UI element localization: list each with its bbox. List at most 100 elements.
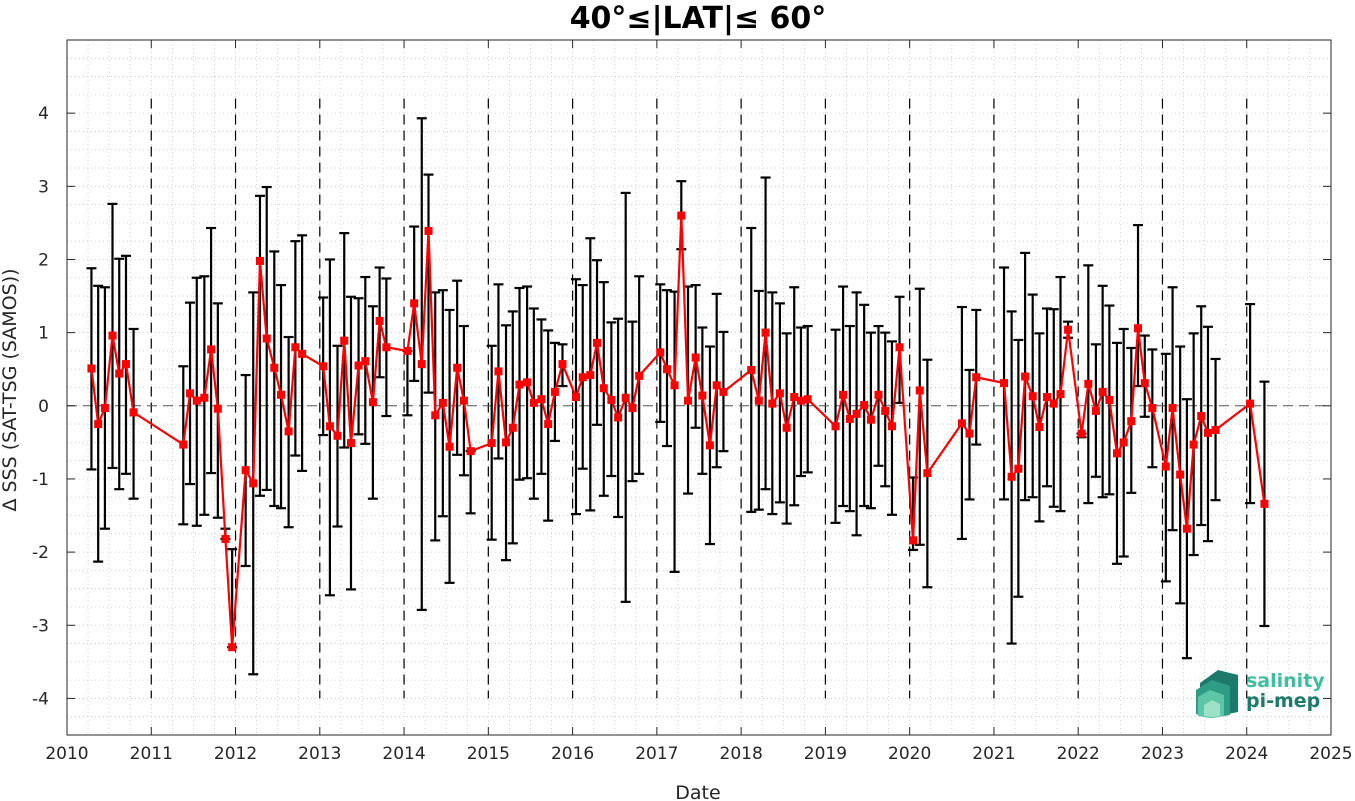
data-point — [1098, 387, 1107, 396]
data-point — [382, 343, 391, 352]
data-point — [1203, 428, 1212, 437]
x-tick-label: 2017 — [635, 744, 678, 764]
data-point — [831, 422, 840, 431]
year-separators — [150, 98, 1248, 699]
data-point — [1260, 499, 1269, 508]
data-point — [115, 369, 124, 378]
y-tick-label: 3 — [38, 177, 49, 197]
data-point — [270, 363, 279, 372]
data-point — [502, 438, 511, 447]
salinity-pi-mep-logo: salinity pi-mep — [1196, 670, 1325, 718]
data-point — [628, 403, 637, 412]
y-tick-label: 2 — [38, 250, 49, 270]
data-point — [445, 442, 454, 451]
data-point — [923, 469, 932, 478]
data-point — [333, 431, 342, 440]
data-point — [221, 534, 230, 543]
data-point — [965, 429, 974, 438]
data-point — [972, 373, 981, 382]
x-tick-label: 2019 — [804, 744, 847, 764]
data-point — [670, 381, 679, 390]
data-point — [895, 343, 904, 352]
x-tick-label: 2011 — [130, 744, 173, 764]
data-point — [438, 398, 447, 407]
x-tick-label: 2020 — [888, 744, 931, 764]
x-tick-label: 2025 — [1309, 744, 1352, 764]
data-point — [200, 393, 209, 402]
data-point — [284, 427, 293, 436]
data-point — [712, 381, 721, 390]
data-point — [866, 415, 875, 424]
data-point — [1119, 438, 1128, 447]
logo-line2: pi-mep — [1246, 690, 1320, 712]
data-point — [1168, 403, 1177, 412]
plot-frame — [66, 39, 1332, 736]
data-point — [417, 360, 426, 369]
data-point — [839, 390, 848, 399]
data-point — [1112, 449, 1121, 458]
data-point — [1043, 393, 1052, 402]
data-point — [761, 328, 770, 337]
data-point — [558, 360, 567, 369]
x-tick-label: 2014 — [382, 744, 425, 764]
data-point — [487, 439, 496, 448]
data-point — [1161, 462, 1170, 471]
data-point — [803, 395, 812, 404]
y-tick-label: -4 — [32, 689, 49, 709]
data-point — [255, 256, 264, 265]
data-point — [1035, 423, 1044, 432]
data-point — [684, 396, 693, 405]
y-tick-labels: -4 -3 -2 -1 0 1 2 3 4 — [32, 104, 49, 709]
data-point — [459, 396, 468, 405]
y-tick-label: 4 — [38, 104, 49, 124]
y-axis-label: Δ SSS (SAT-TSG (SAMOS)) — [0, 268, 21, 511]
data-point — [213, 404, 222, 413]
data-point — [586, 371, 595, 380]
data-point — [719, 387, 728, 396]
data-point — [1105, 395, 1114, 404]
data-point — [614, 413, 623, 422]
data-point — [957, 419, 966, 428]
data-point — [129, 408, 138, 417]
data-point — [121, 360, 130, 369]
data-point — [249, 479, 258, 488]
x-tick-label: 2015 — [467, 744, 510, 764]
data-point — [346, 439, 355, 448]
data-point — [523, 378, 532, 387]
data-point — [431, 411, 440, 420]
data-point — [179, 440, 188, 449]
data-point — [578, 373, 587, 382]
data-point — [747, 365, 756, 374]
data-point — [1084, 379, 1093, 388]
data-point — [1021, 372, 1030, 381]
x-tick-label: 2016 — [551, 744, 594, 764]
data-point — [1140, 379, 1149, 388]
data-point — [874, 390, 883, 399]
data-point — [635, 371, 644, 380]
data-point — [291, 343, 300, 352]
chart-title: 40°≤|LAT|≤ 60° — [570, 1, 827, 36]
data-point — [325, 422, 334, 431]
data-point — [691, 353, 700, 362]
y-tick-label: -3 — [32, 616, 49, 636]
data-point — [593, 338, 602, 347]
data-point — [87, 364, 96, 373]
data-point — [466, 447, 475, 456]
data-point — [607, 395, 616, 404]
x-tick-label: 2024 — [1225, 744, 1268, 764]
data-point — [796, 396, 805, 405]
x-tick-label: 2010 — [45, 744, 88, 764]
data-point — [298, 349, 307, 358]
y-tick-label: 0 — [38, 397, 49, 417]
x-tick-label: 2021 — [972, 744, 1015, 764]
y-tick-label: 1 — [38, 324, 49, 344]
data-point — [1049, 399, 1058, 408]
data-point — [1014, 464, 1023, 473]
data-point — [621, 393, 630, 402]
data-point — [494, 367, 503, 376]
data-point — [1000, 379, 1009, 388]
logo-line1: salinity — [1246, 670, 1325, 692]
data-point — [1197, 412, 1206, 421]
